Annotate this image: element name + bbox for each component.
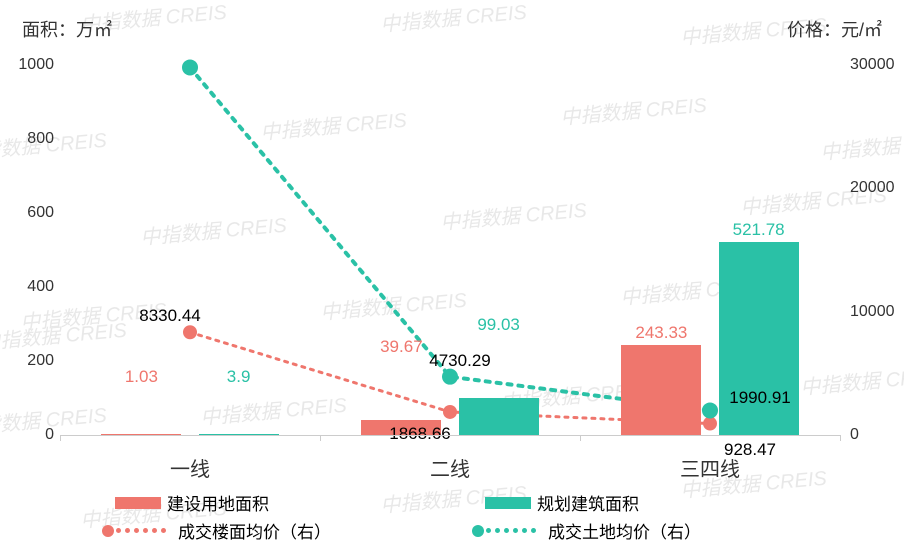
bar-value-label: 243.33: [635, 323, 687, 343]
line-value-label: 8330.44: [139, 306, 200, 326]
series-marker: [702, 402, 718, 418]
right-axis-title: 价格：元/㎡: [787, 16, 882, 42]
y-tick-left: 0: [45, 426, 54, 444]
y-tick-left: 600: [27, 204, 54, 222]
y-tick-right: 10000: [850, 303, 895, 321]
legend-item-line-1: 成交楼面均价（右）: [102, 518, 331, 543]
y-tick-left: 400: [27, 278, 54, 296]
series-marker: [703, 417, 717, 431]
y-tick-left: 800: [27, 130, 54, 148]
legend-label: 成交土地均价（右）: [548, 518, 701, 543]
bar-value-label: 521.78: [733, 220, 785, 240]
legend: 建设用地面积 规划建筑面积 成交楼面均价（右） 成交土地均价（右）: [60, 490, 840, 545]
legend-label: 规划建筑面积: [537, 490, 639, 515]
y-tick-right: 20000: [850, 179, 895, 197]
bar: [621, 345, 701, 435]
legend-item-line-2: 成交土地均价（右）: [472, 518, 701, 543]
line-value-label: 1990.91: [729, 388, 790, 408]
series-marker: [183, 325, 197, 339]
legend-swatch: [115, 497, 161, 509]
watermark: 中指数据 CREIS: [379, 0, 528, 37]
y-tick-right: 0: [850, 426, 859, 444]
legend-item-bar-1: 建设用地面积: [115, 490, 269, 515]
legend-swatch: [472, 524, 542, 538]
legend-item-bar-2: 规划建筑面积: [485, 490, 639, 515]
bar: [459, 398, 539, 435]
legend-swatch: [102, 524, 172, 538]
y-axis-right: 0100002000030000: [844, 65, 904, 435]
bar-value-label: 99.03: [477, 315, 520, 335]
plot-area: 1.0339.67243.333.999.03521.788330.441868…: [60, 65, 840, 435]
series-marker: [442, 369, 458, 385]
y-tick-right: 30000: [850, 56, 895, 74]
legend-label: 成交楼面均价（右）: [178, 518, 331, 543]
series-marker: [182, 59, 198, 75]
x-tick: 一线: [170, 453, 210, 482]
line-value-label: 4730.29: [429, 351, 490, 371]
x-tick: 二线: [430, 453, 470, 482]
x-axis: 一线二线三四线: [60, 435, 840, 475]
chart-container: 中指数据 CREIS 中指数据 CREIS 中指数据 CREIS 中指数据 CR…: [0, 0, 904, 551]
legend-swatch: [485, 497, 531, 509]
x-tick: 三四线: [680, 453, 740, 482]
bar-value-label: 3.9: [227, 367, 251, 387]
y-tick-left: 200: [27, 352, 54, 370]
y-tick-left: 1000: [18, 56, 54, 74]
bar-value-label: 39.67: [380, 337, 423, 357]
series-marker: [443, 405, 457, 419]
y-axis-left: 02004006008001000: [0, 65, 60, 435]
left-axis-title: 面积：万㎡: [22, 16, 112, 42]
legend-label: 建设用地面积: [167, 490, 269, 515]
bar-value-label: 1.03: [125, 367, 158, 387]
